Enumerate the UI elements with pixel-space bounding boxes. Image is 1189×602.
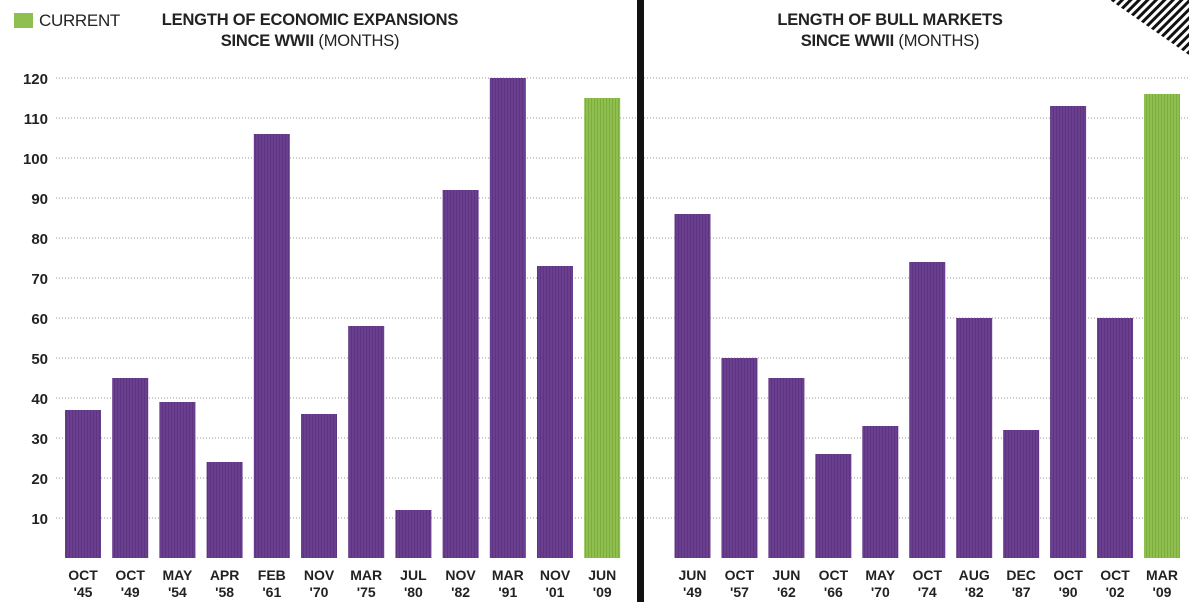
x-tick-month: JUN <box>678 567 706 583</box>
y-tick-label: 50 <box>31 351 48 368</box>
bar <box>956 318 993 558</box>
y-tick-label: 10 <box>31 511 48 528</box>
bar <box>65 410 101 558</box>
y-tick-label: 90 <box>31 191 48 208</box>
x-tick-year: '82 <box>965 584 984 600</box>
bar <box>301 414 337 558</box>
y-tick-label: 40 <box>31 391 48 408</box>
x-tick-month: FEB <box>258 567 286 583</box>
bar <box>112 378 149 558</box>
title-expansions-unit: (MONTHS) <box>318 32 400 50</box>
bar <box>395 510 432 558</box>
legend-current-swatch <box>14 13 33 28</box>
x-tick-year: '01 <box>546 584 565 600</box>
x-tick-month: MAR <box>1146 567 1178 583</box>
bar <box>1003 430 1040 558</box>
x-tick-year: '90 <box>1059 584 1078 600</box>
bar <box>674 214 711 558</box>
x-tick-year: '09 <box>1153 584 1172 600</box>
x-tick-year: '80 <box>404 584 423 600</box>
x-tick-year: '87 <box>1012 584 1031 600</box>
x-tick-year: '49 <box>121 584 140 600</box>
title-bull-unit: (MONTHS) <box>898 32 980 50</box>
x-tick-month: MAY <box>865 567 895 583</box>
x-tick-year: '09 <box>593 584 612 600</box>
bar-current <box>584 98 621 558</box>
bar <box>862 426 899 558</box>
x-tick-year: '58 <box>215 584 234 600</box>
x-tick-month: JUL <box>400 567 427 583</box>
x-tick-month: JUN <box>588 567 616 583</box>
bar <box>253 134 290 558</box>
x-tick-month: MAR <box>350 567 382 583</box>
x-tick-year: '49 <box>683 584 702 600</box>
x-tick-month: NOV <box>445 567 476 583</box>
title-expansions-line1: LENGTH OF ECONOMIC EXPANSIONS <box>161 11 459 29</box>
title-expansions-line2: SINCE WWII <box>220 32 315 50</box>
x-tick-month: OCT <box>819 567 849 583</box>
title-bull-line2: SINCE WWII <box>800 32 895 50</box>
bar <box>159 402 196 558</box>
x-tick-month: OCT <box>1100 567 1130 583</box>
x-tick-month: JUN <box>772 567 800 583</box>
x-tick-month: APR <box>210 567 240 583</box>
x-tick-year: '70 <box>310 584 329 600</box>
x-tick-year: '91 <box>498 584 517 600</box>
y-tick-label: 80 <box>31 231 48 248</box>
x-tick-year: '82 <box>451 584 470 600</box>
x-tick-year: '66 <box>824 584 843 600</box>
x-tick-year: '74 <box>918 584 937 600</box>
y-tick-label: 60 <box>31 311 48 328</box>
bar <box>206 462 243 558</box>
x-tick-month: AUG <box>959 567 990 583</box>
x-tick-year: '61 <box>262 584 281 600</box>
x-tick-year: '62 <box>777 584 796 600</box>
bar <box>537 266 573 558</box>
x-tick-month: NOV <box>540 567 571 583</box>
title-bull-line1: LENGTH OF BULL MARKETS <box>777 11 1003 29</box>
x-tick-month: MAY <box>162 567 192 583</box>
x-tick-year: '02 <box>1106 584 1125 600</box>
x-tick-year: '57 <box>730 584 749 600</box>
x-tick-month: OCT <box>68 567 98 583</box>
y-tick-label: 70 <box>31 271 48 288</box>
x-tick-month: OCT <box>115 567 145 583</box>
chart-title-bull-markets: LENGTH OF BULL MARKETS SINCE WWII (MONTH… <box>700 10 1080 52</box>
bar <box>489 78 526 558</box>
bar <box>442 190 479 558</box>
y-tick-label: 120 <box>23 71 48 88</box>
x-tick-month: OCT <box>1053 567 1083 583</box>
y-tick-label: 30 <box>31 431 48 448</box>
chart-title-expansions: LENGTH OF ECONOMIC EXPANSIONS SINCE WWII… <box>120 10 500 52</box>
legend-current-label: CURRENT <box>39 11 121 30</box>
x-tick-month: NOV <box>304 567 335 583</box>
y-tick-label: 20 <box>31 471 48 488</box>
x-tick-month: OCT <box>912 567 942 583</box>
x-tick-month: DEC <box>1006 567 1036 583</box>
bar <box>721 358 758 558</box>
bar <box>1050 106 1087 558</box>
bars-layer <box>65 78 1180 558</box>
bar <box>348 326 385 558</box>
x-tick-month: MAR <box>492 567 524 583</box>
x-tick-year: '70 <box>871 584 890 600</box>
labels-layer: 102030405060708090100110120OCT'45OCT'49M… <box>23 71 1178 600</box>
panel-divider <box>637 0 644 602</box>
x-tick-month: OCT <box>725 567 755 583</box>
bar <box>768 378 805 558</box>
bar-current <box>1144 94 1180 558</box>
bar <box>815 454 852 558</box>
bar <box>909 262 946 558</box>
bar <box>1097 318 1134 558</box>
x-tick-year: '75 <box>357 584 376 600</box>
y-tick-label: 100 <box>23 151 48 168</box>
x-tick-year: '45 <box>74 584 93 600</box>
corner-hatch-mark <box>1110 0 1189 55</box>
x-tick-year: '54 <box>168 584 187 600</box>
y-tick-label: 110 <box>24 111 48 128</box>
